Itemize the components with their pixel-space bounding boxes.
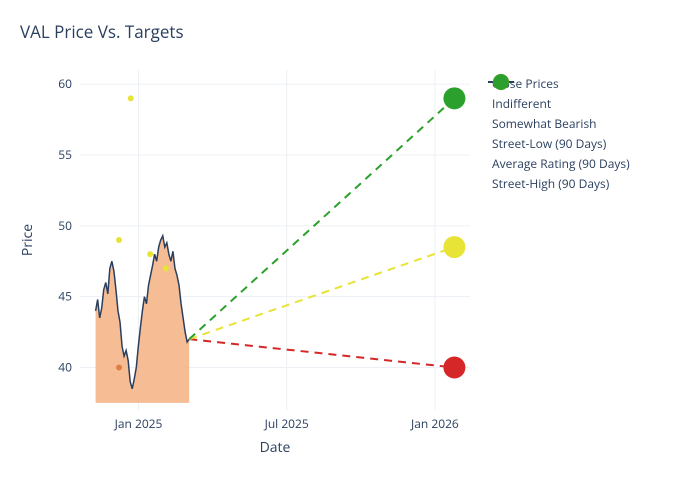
legend: Close PricesIndifferentSomewhat BearishS… bbox=[486, 74, 630, 194]
legend-item: Average Rating (90 Days) bbox=[486, 154, 630, 172]
xtick-label: Jan 2025 bbox=[114, 415, 163, 432]
target-marker-low bbox=[443, 357, 465, 379]
legend-item: Street-Low (90 Days) bbox=[486, 134, 630, 152]
legend-item: Somewhat Bearish bbox=[486, 114, 630, 132]
scatter-indifferent bbox=[116, 237, 122, 243]
legend-label: Indifferent bbox=[492, 95, 551, 112]
target-marker-high bbox=[443, 87, 465, 109]
target-line-high bbox=[189, 98, 454, 339]
chart-container: VAL Price Vs. Targets 4045505560Jan 2025… bbox=[0, 0, 700, 500]
ytick-label: 40 bbox=[58, 359, 72, 376]
x-axis-label: Date bbox=[260, 438, 291, 457]
target-line-low bbox=[189, 339, 454, 367]
target-line-avg bbox=[189, 247, 454, 339]
legend-label: Street-High (90 Days) bbox=[492, 175, 609, 192]
legend-label: Somewhat Bearish bbox=[492, 115, 597, 132]
y-axis-label: Price bbox=[18, 224, 37, 256]
target-marker-avg bbox=[443, 236, 465, 258]
close-prices-area bbox=[96, 236, 190, 403]
legend-label: Street-Low (90 Days) bbox=[492, 135, 606, 152]
scatter-somewhat_bearish bbox=[116, 365, 122, 371]
ytick-label: 50 bbox=[58, 217, 72, 234]
scatter-indifferent bbox=[147, 251, 153, 257]
xtick-label: Jan 2026 bbox=[410, 415, 459, 432]
legend-label: Average Rating (90 Days) bbox=[492, 155, 630, 172]
scatter-indifferent bbox=[128, 95, 134, 101]
legend-item: Indifferent bbox=[486, 94, 630, 112]
ytick-label: 55 bbox=[58, 146, 72, 163]
scatter-indifferent bbox=[163, 265, 169, 271]
xtick-label: Jul 2025 bbox=[264, 415, 309, 432]
legend-item: Street-High (90 Days) bbox=[486, 174, 630, 192]
ytick-label: 45 bbox=[58, 288, 72, 305]
ytick-label: 60 bbox=[58, 75, 72, 92]
